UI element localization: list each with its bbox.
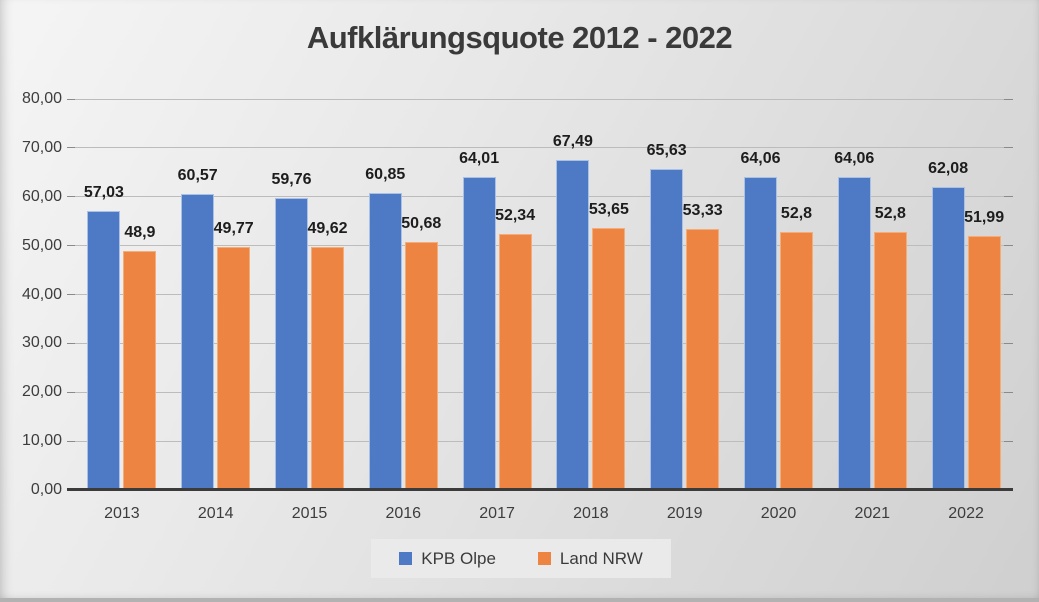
bar-kpb-olpe-2022 (931, 186, 965, 490)
value-label-kpb-olpe-2015: 59,76 (271, 170, 312, 188)
x-tick-label: 2015 (291, 505, 328, 522)
x-tick-label: 2016 (385, 505, 422, 522)
y-tick-mark-left (67, 294, 75, 295)
bar-kpb-olpe-2019 (650, 169, 684, 490)
legend-item-land-nrw: Land NRW (537, 548, 643, 569)
y-tick-mark-right (1004, 147, 1013, 149)
y-tick-label: 50,00 (21, 236, 62, 254)
x-tick-label: 2013 (104, 505, 140, 522)
x-tick-label: 2020 (760, 505, 797, 522)
y-tick-mark-left (67, 147, 75, 149)
value-label-land-nrw-2016: 50,68 (401, 215, 442, 233)
y-tick-label: 80,00 (21, 90, 62, 107)
y-tick-mark-right (1004, 196, 1013, 198)
bar-land-nrw-2015 (311, 247, 344, 490)
bar-kpb-olpe-2021 (837, 176, 871, 490)
bar-land-nrw-2017 (498, 234, 532, 490)
legend-marker-land-nrw-icon (537, 552, 551, 565)
value-label-kpb-olpe-2022: 62,08 (928, 159, 969, 177)
bar-kpb-olpe-2020 (744, 176, 777, 490)
value-label-kpb-olpe-2019: 65,63 (646, 142, 687, 160)
legend-item-kpb-olpe: KPB Olpe (399, 549, 496, 569)
bar-kpb-olpe-2018 (556, 160, 590, 490)
y-tick-mark-right (1004, 391, 1013, 393)
bar-kpb-olpe-2016 (368, 192, 402, 490)
value-label-land-nrw-2015: 49,62 (307, 220, 348, 238)
bar-kpb-olpe-2013 (87, 211, 121, 490)
legend-marker-kpb-olpe-icon (399, 552, 413, 565)
x-tick-label: 2021 (854, 505, 891, 522)
x-axis-line (67, 488, 1013, 491)
gridline (75, 98, 1013, 100)
y-tick-mark-right (1004, 342, 1013, 344)
y-tick-mark-right (1004, 98, 1013, 100)
x-tick-label: 2022 (948, 505, 984, 522)
legend-label-land-nrw: Land NRW (559, 548, 643, 568)
bar-land-nrw-2021 (873, 231, 907, 490)
y-tick-label: 30,00 (21, 334, 62, 352)
chart-title: Aufklärungsquote 2012 - 2022 (306, 20, 733, 55)
y-tick-label: 20,00 (21, 383, 62, 401)
value-label-kpb-olpe-2018: 67,49 (552, 133, 593, 151)
x-tick-label: 2018 (573, 505, 609, 522)
y-tick-mark-left (67, 391, 75, 393)
y-tick-mark-left (67, 440, 75, 442)
value-label-land-nrw-2019: 53,33 (682, 202, 723, 220)
gridline (75, 391, 1013, 393)
bar-kpb-olpe-2014 (181, 193, 215, 490)
value-label-land-nrw-2021: 52,8 (874, 204, 906, 222)
legend-label-kpb-olpe: KPB Olpe (421, 548, 496, 568)
y-tick-label: 60,00 (21, 187, 62, 205)
value-label-land-nrw-2013: 48,9 (124, 224, 156, 241)
value-label-land-nrw-2022: 51,99 (964, 208, 1005, 226)
value-label-kpb-olpe-2017: 64,01 (459, 150, 500, 168)
value-label-land-nrw-2020: 52,8 (780, 204, 813, 222)
value-label-land-nrw-2018: 53,65 (588, 200, 629, 218)
gridline (75, 294, 1013, 295)
y-tick-mark-right (1004, 245, 1013, 247)
value-label-land-nrw-2014: 49,77 (213, 219, 254, 237)
y-tick-mark-left (67, 245, 75, 247)
gridline (75, 147, 1013, 149)
y-tick-mark-left (67, 342, 75, 344)
bar-land-nrw-2014 (217, 246, 251, 490)
bar-kpb-olpe-2015 (275, 197, 308, 490)
bar-land-nrw-2013 (123, 251, 157, 490)
y-tick-label: 40,00 (21, 285, 62, 303)
value-label-land-nrw-2017: 52,34 (495, 207, 536, 225)
value-label-kpb-olpe-2021: 64,06 (834, 149, 875, 167)
value-label-kpb-olpe-2014: 60,57 (177, 166, 218, 184)
value-label-kpb-olpe-2020: 64,06 (740, 149, 781, 167)
value-label-kpb-olpe-2016: 60,85 (365, 165, 406, 183)
legend: KPB Olpe Land NRW (371, 539, 671, 578)
bottom-edge-strip (0, 598, 1039, 602)
bar-kpb-olpe-2017 (462, 177, 496, 490)
y-tick-label: 70,00 (21, 138, 62, 156)
bar-land-nrw-2018 (592, 227, 626, 490)
y-tick-label: 10,00 (21, 432, 62, 450)
gridline (75, 196, 1013, 198)
gridline (75, 440, 1013, 442)
y-tick-mark-left (67, 196, 75, 198)
y-tick-label: 0,00 (30, 481, 62, 498)
gridline (75, 245, 1013, 247)
gridline (75, 342, 1013, 344)
x-tick-label: 2019 (666, 505, 703, 522)
value-label-kpb-olpe-2013: 57,03 (83, 184, 124, 202)
bar-land-nrw-2020 (780, 231, 813, 490)
y-tick-mark-right (1004, 294, 1013, 295)
y-tick-mark-right (1004, 440, 1013, 442)
y-tick-mark-left (67, 98, 75, 100)
x-tick-label: 2014 (197, 505, 234, 522)
bar-land-nrw-2019 (686, 229, 720, 490)
x-tick-label: 2017 (479, 505, 515, 522)
plot-area: 57,03 60,57 59,76 60,85 64,01 67,49 65,63 64,06… (75, 98, 1013, 490)
